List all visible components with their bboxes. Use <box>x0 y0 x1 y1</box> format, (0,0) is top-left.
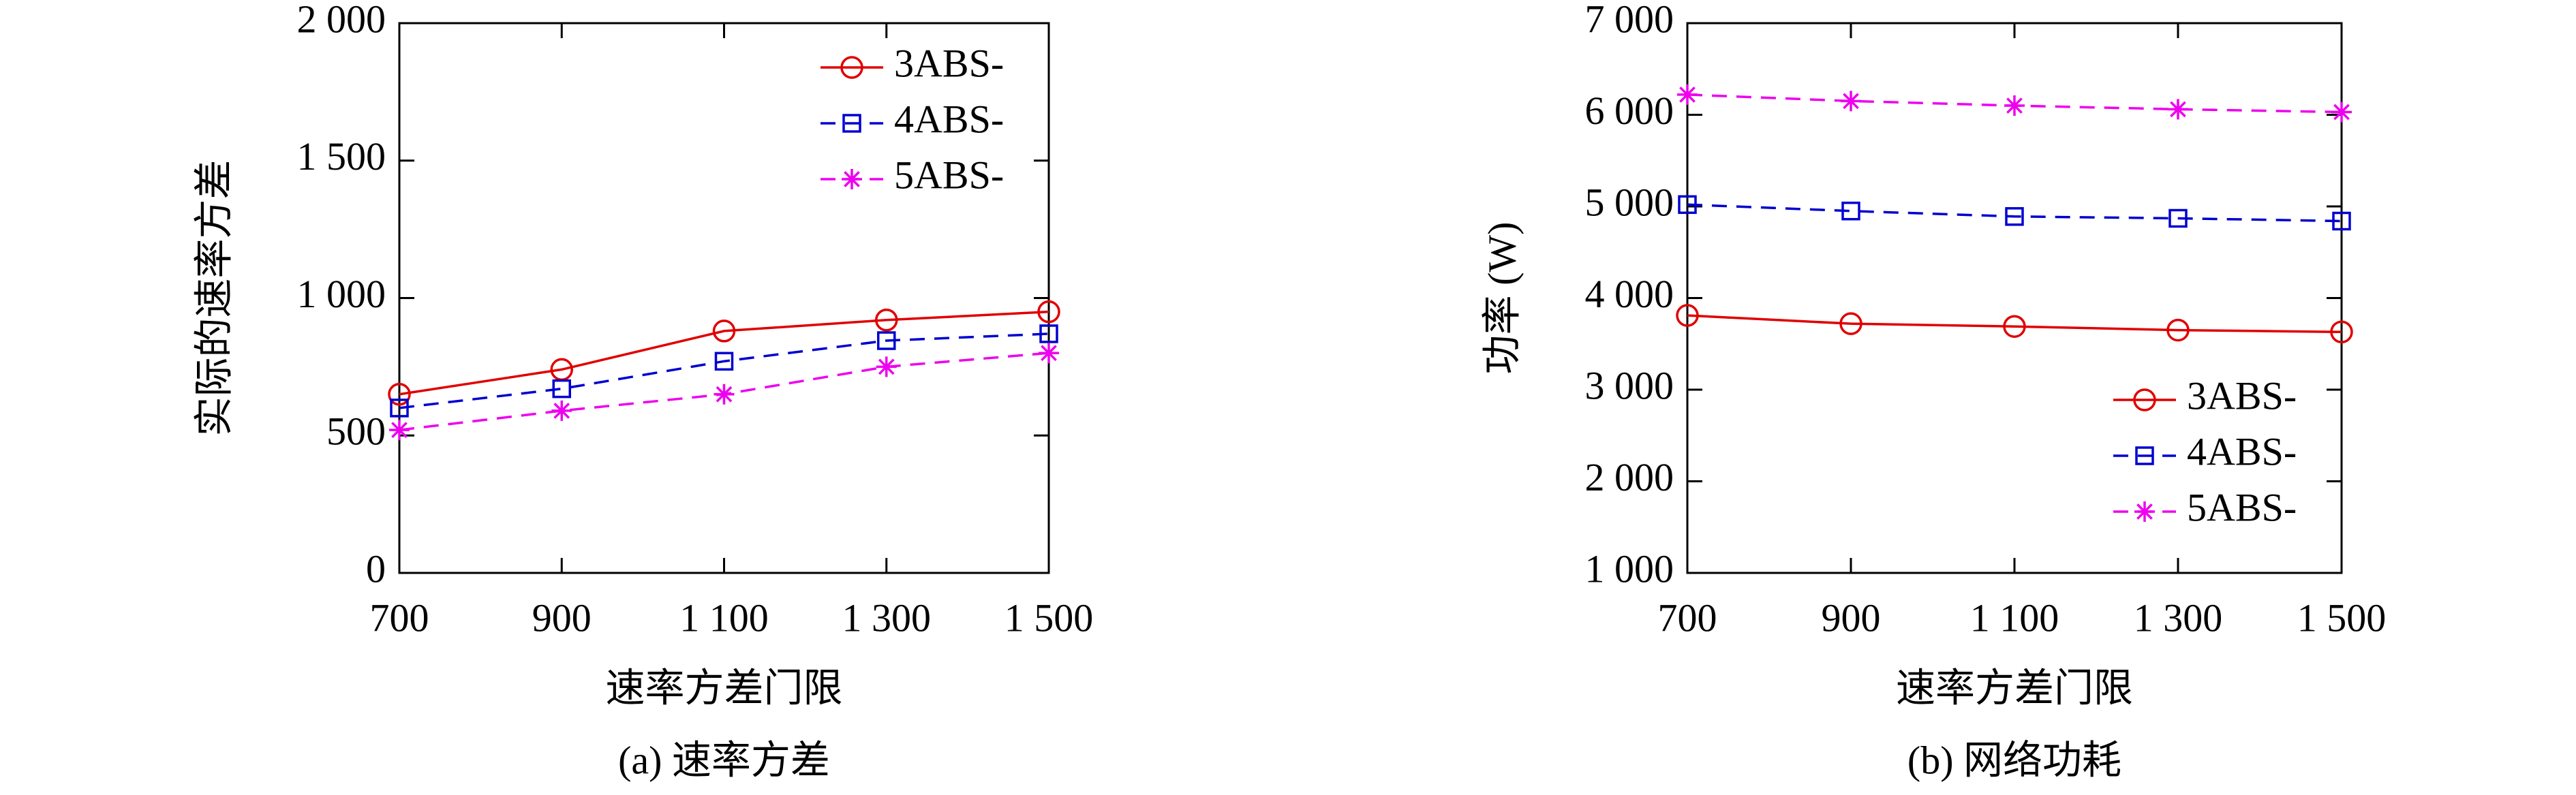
legend-label: 4ABS- <box>2187 429 2297 473</box>
marker <box>389 420 410 441</box>
x-tick-label: 1 100 <box>1970 595 2059 640</box>
marker <box>388 382 411 406</box>
legend-label: 5ABS- <box>2187 485 2297 529</box>
y-tick-label: 7 000 <box>1585 0 1674 41</box>
marker <box>2166 318 2190 342</box>
y-tick-label: 0 <box>366 546 386 591</box>
marker <box>390 399 409 418</box>
legend-marker <box>2134 501 2155 522</box>
marker <box>2330 320 2353 344</box>
y-tick-label: 4 000 <box>1585 272 1674 316</box>
y-tick-label: 500 <box>326 409 386 454</box>
series-line <box>399 310 1049 396</box>
x-axis-label: 速率方差门限 <box>605 666 842 710</box>
legend-label: 5ABS- <box>894 153 1004 197</box>
x-tick-label: 700 <box>370 595 429 640</box>
x-tick-label: 900 <box>532 595 592 640</box>
marker <box>1676 304 1699 327</box>
x-tick-label: 1 500 <box>2297 595 2387 640</box>
marker <box>875 309 898 332</box>
x-tick-label: 1 300 <box>2134 595 2223 640</box>
x-tick-label: 1 100 <box>679 595 769 640</box>
legend-marker <box>842 169 862 189</box>
y-tick-label: 6 000 <box>1585 89 1674 133</box>
x-tick-label: 1 300 <box>842 595 932 640</box>
marker <box>1037 300 1060 324</box>
legend-marker <box>842 114 861 133</box>
y-axis-label: 实际的速率方差 <box>191 159 236 436</box>
marker <box>2003 315 2026 338</box>
y-tick-label: 1 000 <box>297 272 386 316</box>
marker <box>2168 208 2188 228</box>
legend-label: 3ABS- <box>894 41 1004 85</box>
marker <box>1841 91 1861 112</box>
marker <box>714 352 734 371</box>
x-axis-label: 速率方差门限 <box>1896 666 2133 710</box>
x-tick-label: 1 500 <box>1005 595 1094 640</box>
marker <box>1039 343 1059 364</box>
legend-marker <box>840 56 863 79</box>
y-tick-label: 1 500 <box>297 134 386 178</box>
y-tick-label: 2 000 <box>297 0 386 41</box>
series-line <box>399 332 1049 409</box>
caption: (b) 网络功耗 <box>1907 738 2121 782</box>
legend-marker <box>2135 446 2154 465</box>
chart: 0 500 1 000 1 500 2 000 700 900 1 100 1 300 1 500… <box>191 0 1093 782</box>
marker <box>1841 201 1860 221</box>
marker <box>712 319 736 343</box>
series-line <box>1687 203 2342 223</box>
x-tick-label: 700 <box>1658 595 1717 640</box>
marker <box>2004 95 2025 116</box>
marker <box>2331 102 2352 123</box>
caption: (a) 速率方差 <box>618 738 830 782</box>
legend-marker <box>2133 388 2156 411</box>
legend-label: 4ABS- <box>894 97 1004 141</box>
series-line <box>1687 314 2342 334</box>
marker <box>877 331 896 350</box>
marker <box>2332 211 2351 231</box>
y-axis-label: 功率 (W) <box>1479 222 1524 375</box>
marker <box>552 379 571 399</box>
x-tick-label: 900 <box>1822 595 1881 640</box>
marker <box>876 356 897 377</box>
marker <box>1677 84 1698 105</box>
marker <box>1039 324 1058 343</box>
y-tick-label: 3 000 <box>1585 363 1674 407</box>
marker <box>551 400 572 421</box>
legend-label: 3ABS- <box>2187 373 2297 418</box>
chart: 1 000 2 000 3 000 4 000 5 000 6 000 7 000 700 90… <box>1479 0 2386 782</box>
marker <box>714 384 735 405</box>
marker <box>2005 207 2024 226</box>
marker <box>1839 312 1862 335</box>
y-tick-label: 1 000 <box>1585 546 1674 591</box>
marker <box>1678 195 1697 215</box>
y-tick-label: 2 000 <box>1585 455 1674 499</box>
marker <box>2168 99 2188 120</box>
y-tick-label: 5 000 <box>1585 180 1674 224</box>
